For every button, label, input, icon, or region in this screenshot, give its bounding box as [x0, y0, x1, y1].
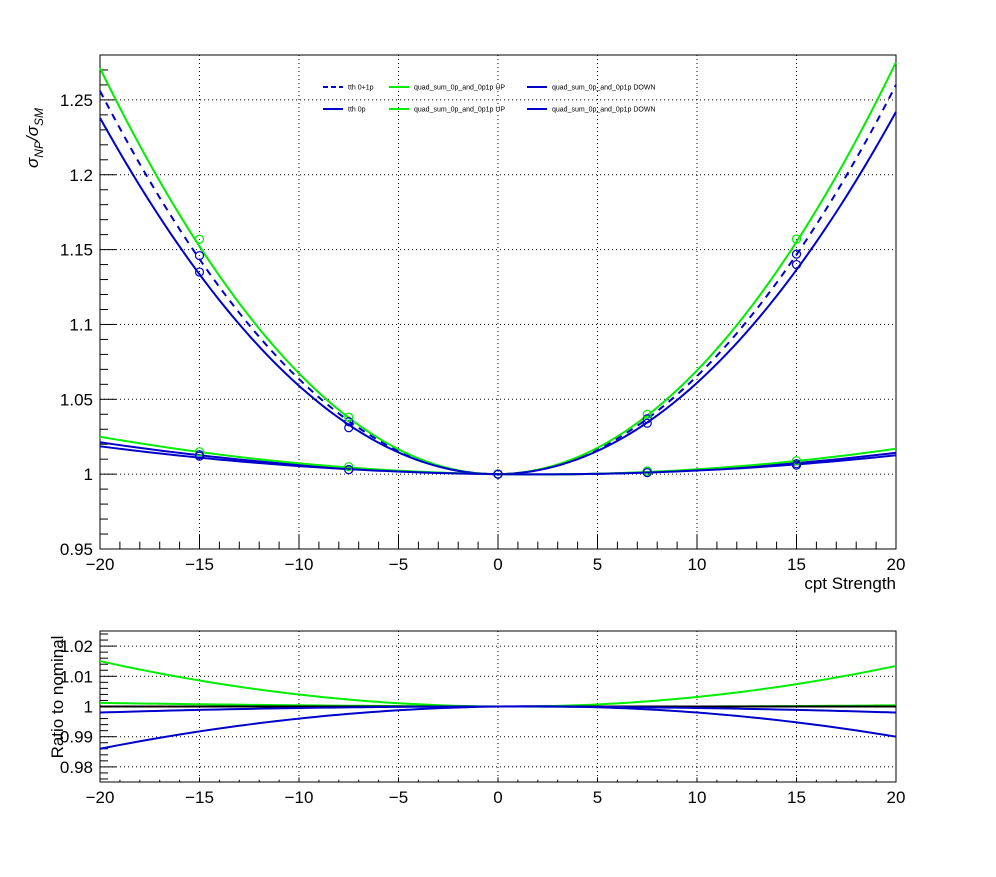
data-point-marker: [642, 414, 652, 424]
legend-label: quad_sum_0p_and_0p1p UP: [414, 85, 505, 92]
data-point-marker: [194, 234, 205, 244]
data-point-marker: [642, 418, 652, 428]
x-tick-label: 5: [593, 555, 602, 574]
x-tick-label: 10: [688, 788, 707, 807]
legend-label: tth 0p: [348, 107, 366, 114]
data-point-marker: [493, 469, 503, 479]
y-axis-title-sep: /σ: [23, 125, 42, 142]
data-point-marker: [791, 249, 802, 259]
y-tick-label: 1.05: [60, 390, 93, 409]
x-tick-label: −20: [86, 788, 115, 807]
x-tick-label: −10: [285, 788, 314, 807]
y-tick-label: 1: [84, 698, 93, 717]
top-panel-y-tick-labels: 0.95 1 1.05 1.1 1.15 1.2 1.25: [60, 91, 93, 559]
x-tick-label: 10: [688, 555, 707, 574]
legend: tth 0+1p quad_sum_0p_and_0p1p UP quad_sum_…: [323, 85, 656, 114]
data-point-marker: [791, 234, 802, 244]
x-tick-label: −5: [389, 555, 408, 574]
data-point-marker: [344, 417, 354, 427]
y-tick-label: 1.02: [60, 637, 93, 656]
legend-label: quad_sum_0p_and_0p1p UP: [414, 107, 505, 114]
legend-label: tth 0+1p: [348, 85, 374, 92]
x-tick-label: −15: [185, 555, 214, 574]
top-panel-markers: [194, 234, 802, 479]
data-point-marker: [194, 250, 205, 261]
data-point-marker: [194, 447, 205, 457]
series-line: [99, 445, 897, 476]
x-tick-label: −15: [185, 788, 214, 807]
y-tick-label: 1: [84, 465, 93, 484]
data-point-marker: [344, 423, 354, 433]
data-point-marker: [791, 456, 802, 466]
data-point-marker: [642, 409, 652, 419]
y-axis-title-sub-sm: SM: [32, 108, 46, 126]
x-tick-label: 0: [493, 555, 502, 574]
x-tick-label: 15: [787, 788, 806, 807]
y-tick-label: 1.2: [69, 166, 93, 185]
y-tick-label: 1.1: [69, 315, 93, 334]
y-tick-label: 1.15: [60, 241, 93, 260]
y-tick-label: 0.99: [60, 728, 93, 747]
y-tick-label: 1.25: [60, 91, 93, 110]
data-point-marker: [344, 412, 354, 422]
bottom-panel-series: [99, 660, 897, 750]
top-panel-grid: [100, 55, 896, 549]
y-axis-title: σNP/σSM: [23, 108, 46, 168]
y-tick-label: 0.95: [60, 540, 93, 559]
bottom-panel-x-tick-labels: −20 −15 −10 −5 0 5 10 15 20: [86, 788, 906, 807]
data-point-marker: [194, 451, 205, 461]
data-point-marker: [791, 460, 802, 470]
ratio-line: [99, 705, 897, 750]
x-tick-label: 15: [787, 555, 806, 574]
x-tick-label: 5: [593, 788, 602, 807]
top-panel-ticks: [99, 54, 897, 550]
y-axis-title-sub-np: NP: [32, 141, 46, 158]
top-panel-series: [99, 61, 897, 476]
ratio-axis-title: Ratio to nominal: [48, 636, 67, 759]
x-tick-label: −10: [285, 555, 314, 574]
x-axis-title: cpt Strength: [804, 574, 896, 593]
data-point-marker: [344, 465, 354, 475]
bottom-panel-ticks: [99, 633, 897, 782]
legend-label: quad_sum_0p_and_0p1p DOWN: [552, 85, 656, 92]
x-tick-label: −20: [86, 555, 115, 574]
bottom-panel-y-tick-labels: 0.98 0.99 1 1.01 1.02: [60, 637, 93, 777]
legend-label: quad_sum_0p_and_0p1p DOWN: [552, 107, 656, 114]
data-point-marker: [642, 468, 652, 478]
x-tick-label: 20: [887, 788, 906, 807]
data-point-marker: [194, 267, 205, 277]
x-tick-label: −5: [389, 788, 408, 807]
y-axis-title-sigma: σ: [23, 157, 42, 168]
x-tick-label: 20: [887, 555, 906, 574]
y-tick-label: 0.98: [60, 758, 93, 777]
x-tick-label: 0: [493, 788, 502, 807]
y-tick-label: 1.01: [60, 667, 93, 686]
data-point-marker: [344, 462, 354, 472]
data-point-marker: [791, 259, 802, 270]
top-panel-x-tick-labels: −20 −15 −10 −5 0 5 10 15 20: [86, 555, 906, 574]
